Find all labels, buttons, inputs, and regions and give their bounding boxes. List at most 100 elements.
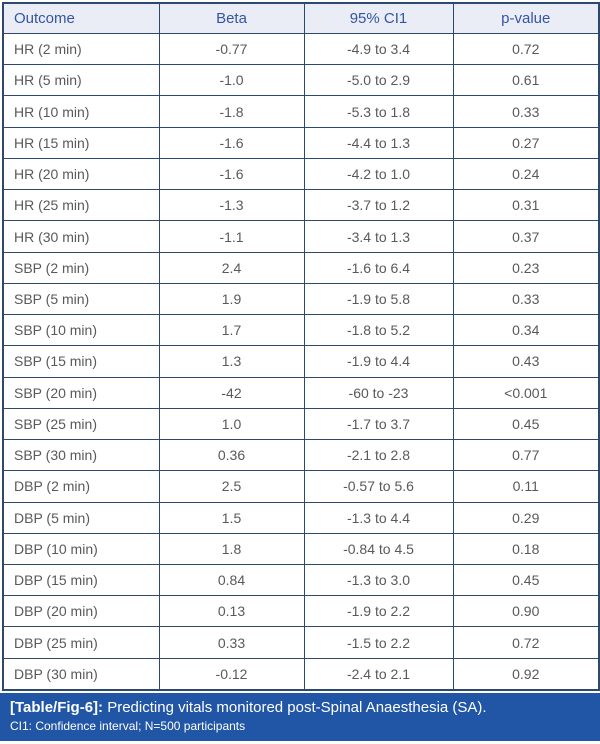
- table-row: SBP (30 min) 0.36 -2.1 to 2.8 0.77: [2, 439, 600, 472]
- cell-outcome: HR (25 min): [2, 189, 160, 222]
- cell-beta: -1.0: [158, 64, 305, 97]
- header-beta: Beta: [158, 2, 305, 34]
- cell-pvalue: 0.90: [452, 595, 600, 628]
- cell-outcome: SBP (5 min): [2, 282, 160, 316]
- cell-ci: -1.9 to 5.8: [303, 282, 454, 316]
- cell-beta: 2.5: [158, 470, 305, 503]
- cell-pvalue: 0.72: [452, 626, 600, 659]
- cell-beta: -1.1: [158, 220, 305, 253]
- cell-ci: -1.5 to 2.2: [303, 626, 454, 659]
- cell-beta: 1.8: [158, 532, 305, 565]
- cell-ci: -4.4 to 1.3: [303, 126, 454, 159]
- figure-caption-bar: [Table/Fig-6]: Predicting vitals monitor…: [0, 693, 600, 741]
- results-table: Outcome Beta 95% CI1 p-value HR (2 min) …: [2, 2, 600, 691]
- cell-outcome: SBP (2 min): [2, 251, 160, 284]
- table-body: HR (2 min) -0.77 -4.9 to 3.4 0.72 HR (5 …: [2, 32, 600, 691]
- cell-beta: 1.5: [158, 501, 305, 534]
- table-row: DBP (25 min) 0.33 -1.5 to 2.2 0.72: [2, 626, 600, 659]
- cell-beta: -0.12: [158, 657, 305, 691]
- cell-ci: -5.0 to 2.9: [303, 64, 454, 97]
- cell-beta: 1.0: [158, 407, 305, 441]
- cell-ci: -1.7 to 3.7: [303, 407, 454, 441]
- figure-label: [Table/Fig-6]:: [10, 699, 104, 716]
- table-row: HR (10 min) -1.8 -5.3 to 1.8 0.33: [2, 95, 600, 128]
- cell-ci: -5.3 to 1.8: [303, 95, 454, 128]
- cell-beta: 0.36: [158, 439, 305, 472]
- table-row: SBP (2 min) 2.4 -1.6 to 6.4 0.23: [2, 251, 600, 284]
- cell-outcome: SBP (10 min): [2, 314, 160, 347]
- table-row: DBP (2 min) 2.5 -0.57 to 5.6 0.11: [2, 470, 600, 503]
- cell-outcome: SBP (20 min): [2, 376, 160, 409]
- cell-beta: 0.84: [158, 563, 305, 597]
- table-row: SBP (5 min) 1.9 -1.9 to 5.8 0.33: [2, 282, 600, 316]
- table-row: SBP (15 min) 1.3 -1.9 to 4.4 0.43: [2, 345, 600, 378]
- cell-ci: -3.7 to 1.2: [303, 189, 454, 222]
- cell-pvalue: 0.92: [452, 657, 600, 691]
- cell-ci: -4.9 to 3.4: [303, 32, 454, 66]
- header-outcome: Outcome: [2, 2, 160, 34]
- cell-beta: 0.33: [158, 626, 305, 659]
- caption-line: [Table/Fig-6]: Predicting vitals monitor…: [10, 698, 590, 717]
- cell-outcome: DBP (5 min): [2, 501, 160, 534]
- cell-ci: -1.9 to 4.4: [303, 345, 454, 378]
- cell-beta: -1.3: [158, 189, 305, 222]
- cell-ci: -1.3 to 3.0: [303, 563, 454, 597]
- cell-ci: -60 to -23: [303, 376, 454, 409]
- cell-pvalue: 0.31: [452, 189, 600, 222]
- cell-outcome: HR (20 min): [2, 157, 160, 191]
- cell-outcome: SBP (30 min): [2, 439, 160, 472]
- cell-ci: -0.84 to 4.5: [303, 532, 454, 565]
- table-row: SBP (25 min) 1.0 -1.7 to 3.7 0.45: [2, 407, 600, 441]
- cell-beta: 1.3: [158, 345, 305, 378]
- header-ci: 95% CI1: [303, 2, 454, 34]
- cell-outcome: DBP (2 min): [2, 470, 160, 503]
- table-row: HR (30 min) -1.1 -3.4 to 1.3 0.37: [2, 220, 600, 253]
- cell-beta: 0.13: [158, 595, 305, 628]
- cell-ci: -1.8 to 5.2: [303, 314, 454, 347]
- cell-outcome: SBP (25 min): [2, 407, 160, 441]
- cell-outcome: HR (5 min): [2, 64, 160, 97]
- cell-beta: -1.8: [158, 95, 305, 128]
- cell-ci: -1.3 to 4.4: [303, 501, 454, 534]
- cell-pvalue: 0.33: [452, 95, 600, 128]
- cell-outcome: HR (10 min): [2, 95, 160, 128]
- cell-beta: -0.77: [158, 32, 305, 66]
- cell-pvalue: 0.29: [452, 501, 600, 534]
- table-row: DBP (10 min) 1.8 -0.84 to 4.5 0.18: [2, 532, 600, 565]
- cell-pvalue: 0.33: [452, 282, 600, 316]
- cell-outcome: DBP (10 min): [2, 532, 160, 565]
- cell-pvalue: 0.23: [452, 251, 600, 284]
- cell-outcome: DBP (30 min): [2, 657, 160, 691]
- table-row: HR (20 min) -1.6 -4.2 to 1.0 0.24: [2, 157, 600, 191]
- cell-beta: 2.4: [158, 251, 305, 284]
- header-row: Outcome Beta 95% CI1 p-value: [2, 2, 600, 34]
- table-row: DBP (30 min) -0.12 -2.4 to 2.1 0.92: [2, 657, 600, 691]
- cell-pvalue: 0.77: [452, 439, 600, 472]
- cell-beta: 1.7: [158, 314, 305, 347]
- cell-beta: -1.6: [158, 157, 305, 191]
- cell-ci: -1.6 to 6.4: [303, 251, 454, 284]
- cell-pvalue: 0.18: [452, 532, 600, 565]
- cell-pvalue: 0.61: [452, 64, 600, 97]
- cell-ci: -4.2 to 1.0: [303, 157, 454, 191]
- cell-pvalue: 0.11: [452, 470, 600, 503]
- cell-outcome: SBP (15 min): [2, 345, 160, 378]
- table-row: HR (2 min) -0.77 -4.9 to 3.4 0.72: [2, 32, 600, 66]
- table-row: HR (5 min) -1.0 -5.0 to 2.9 0.61: [2, 64, 600, 97]
- cell-outcome: DBP (20 min): [2, 595, 160, 628]
- cell-pvalue: 0.43: [452, 345, 600, 378]
- table-row: HR (25 min) -1.3 -3.7 to 1.2 0.31: [2, 189, 600, 222]
- header-pvalue: p-value: [452, 2, 600, 34]
- cell-beta: -42: [158, 376, 305, 409]
- caption-text: Predicting vitals monitored post-Spinal …: [107, 699, 487, 716]
- cell-ci: -1.9 to 2.2: [303, 595, 454, 628]
- cell-ci: -2.4 to 2.1: [303, 657, 454, 691]
- cell-pvalue: 0.45: [452, 563, 600, 597]
- cell-pvalue: 0.45: [452, 407, 600, 441]
- cell-outcome: HR (15 min): [2, 126, 160, 159]
- cell-outcome: HR (2 min): [2, 32, 160, 66]
- table-header: Outcome Beta 95% CI1 p-value: [2, 2, 600, 34]
- caption-note: CI1: Confidence interval; N=500 particip…: [10, 719, 246, 733]
- cell-beta: -1.6: [158, 126, 305, 159]
